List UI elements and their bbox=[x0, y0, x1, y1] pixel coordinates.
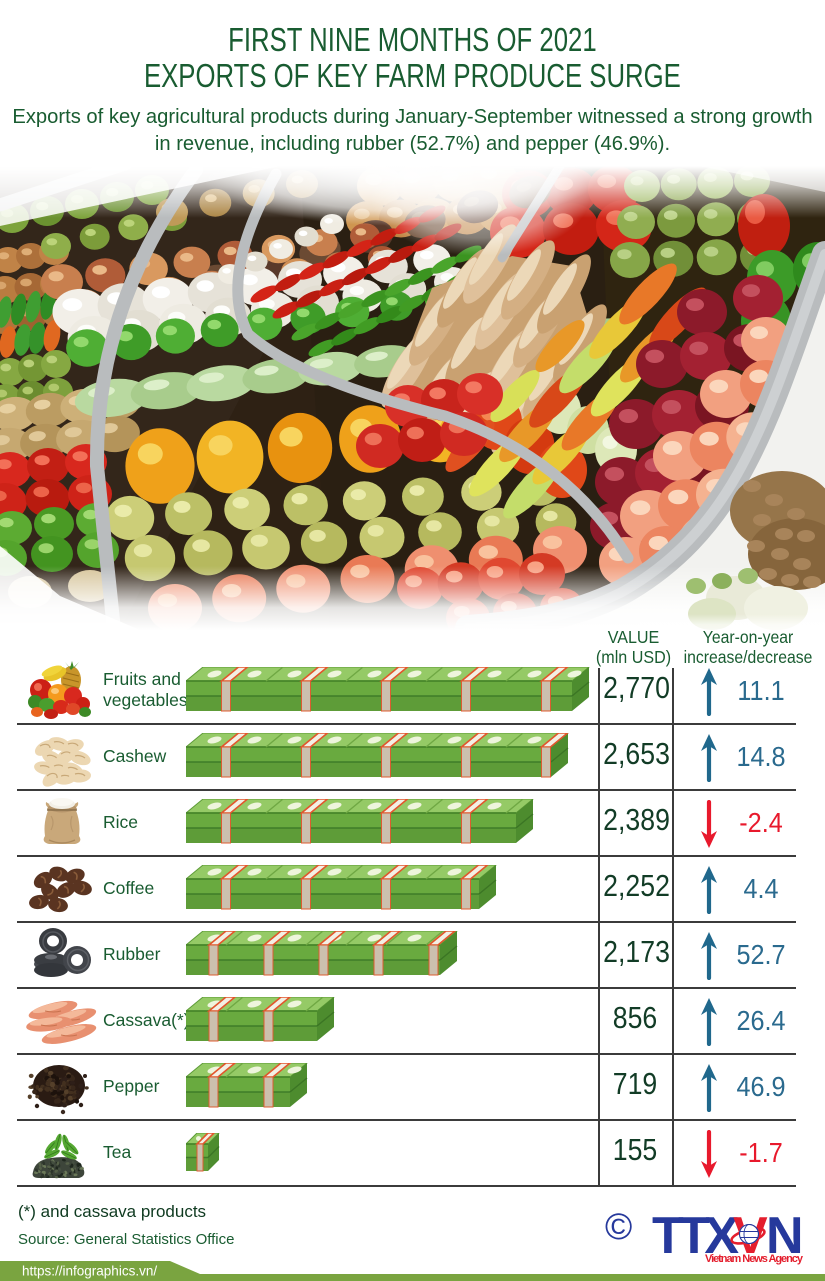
svg-text:https://infographics.vn/: https://infographics.vn/ bbox=[22, 1264, 157, 1279]
svg-text:N: N bbox=[766, 1207, 804, 1265]
svg-text:TTX: TTX bbox=[652, 1207, 739, 1265]
svg-text:Vietnam News Agency: Vietnam News Agency bbox=[705, 1253, 804, 1265]
